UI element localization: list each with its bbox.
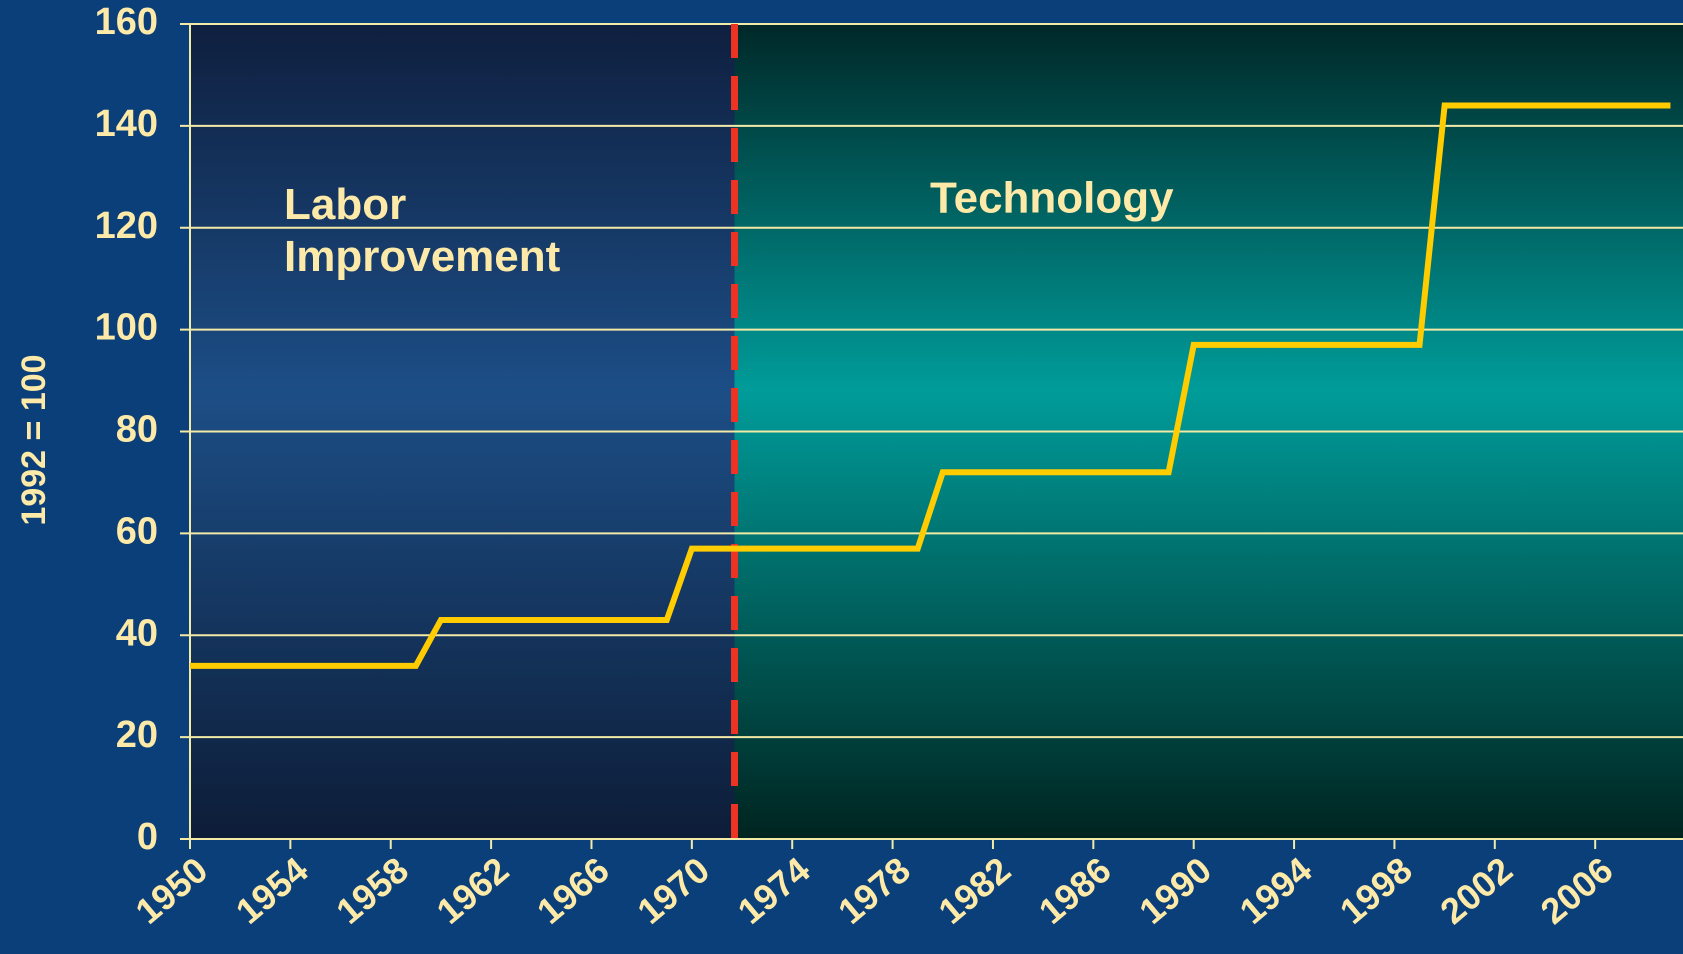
x-tick-label: 1974: [730, 849, 818, 932]
x-tick-label: 1970: [629, 849, 717, 932]
left-region-label: Labor Improvement: [284, 180, 561, 281]
x-tick-label: 1994: [1232, 849, 1320, 932]
y-tick-label: 140: [95, 103, 158, 145]
x-tick-label: 1982: [931, 849, 1019, 932]
y-tick-label: 120: [95, 205, 158, 247]
data-line: [190, 102, 1671, 669]
y-tick-label: 60: [116, 510, 158, 552]
y-tick-label: 80: [116, 409, 158, 451]
x-tick-label: 2006: [1533, 849, 1621, 932]
x-tick-label: 1962: [429, 849, 517, 932]
left-region-label-line: Improvement: [284, 232, 561, 281]
x-tick-label: 1950: [128, 849, 216, 932]
right-region-label: Technology: [930, 174, 1174, 223]
y-tick-label: 40: [116, 612, 158, 654]
x-tick-label: 1978: [830, 849, 918, 932]
x-tick-label: 1958: [328, 849, 416, 932]
x-tick-label: 1986: [1031, 849, 1119, 932]
y-tick-label: 0: [137, 816, 158, 858]
x-tick-label: 1966: [529, 849, 617, 932]
y-axis-label: 1992 = 100: [15, 354, 53, 525]
y-tick-label: 160: [95, 1, 158, 43]
x-tick-label: 2002: [1432, 849, 1520, 932]
left-region-label-line: Labor: [284, 180, 406, 229]
x-tick-label: 1954: [228, 849, 316, 932]
x-tick-label: 1990: [1131, 849, 1219, 932]
y-tick-label: 100: [95, 307, 158, 349]
x-tick-label: 1998: [1332, 849, 1420, 932]
y-tick-label: 20: [116, 714, 158, 756]
